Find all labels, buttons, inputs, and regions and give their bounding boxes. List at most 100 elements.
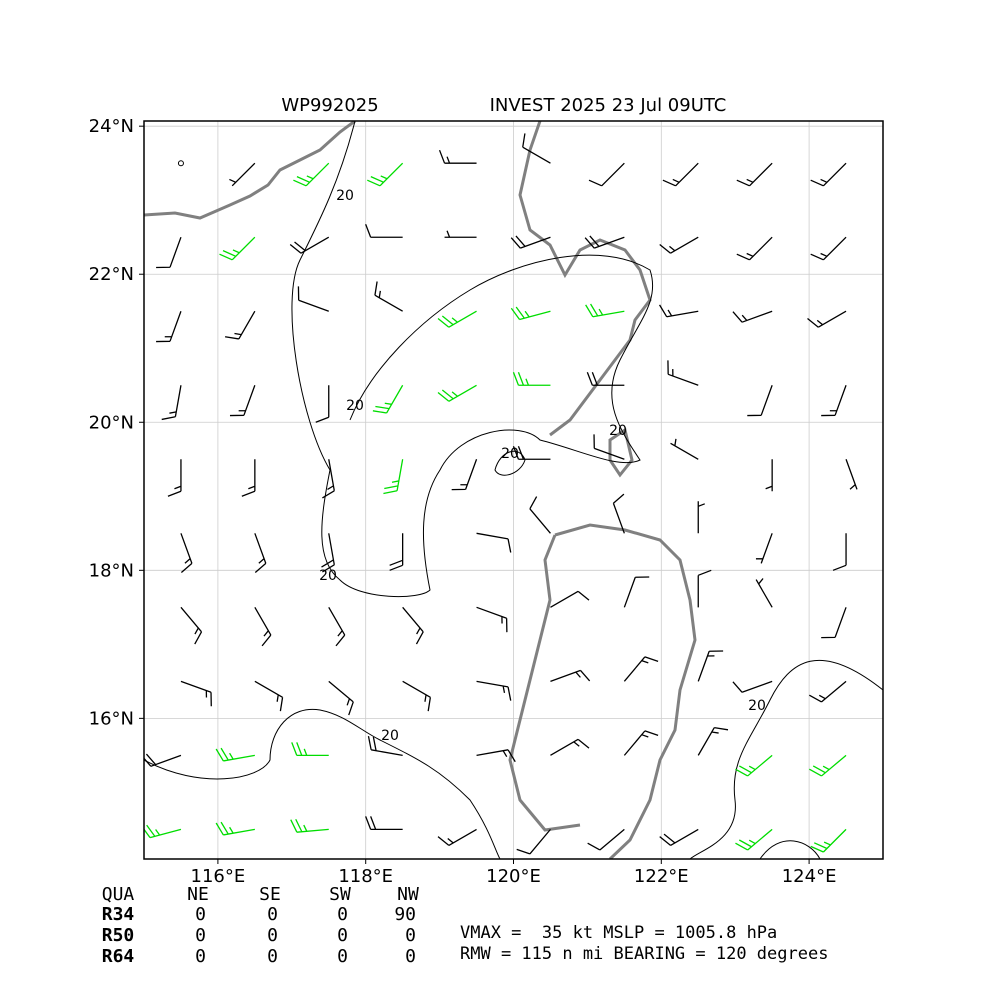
wind-barb	[254, 607, 272, 647]
wind-barb	[670, 438, 699, 460]
barbs	[144, 133, 858, 855]
contour-label: 20	[346, 398, 364, 414]
wind-barb	[529, 496, 551, 534]
title-right: INVEST 2025 23 Jul 09UTC	[490, 95, 727, 116]
wind-barb	[476, 680, 512, 701]
wind-barb	[321, 533, 335, 573]
wind-barb	[451, 459, 478, 491]
wind-barb	[697, 569, 712, 608]
wind-barb	[736, 162, 773, 187]
table-cell: 0	[267, 946, 278, 967]
table-cell: 0	[195, 946, 206, 967]
x-tick-label: 122°E	[634, 866, 689, 887]
contour-label: 20	[609, 423, 627, 439]
wind-barb	[587, 828, 625, 851]
wind-barb	[289, 236, 330, 254]
table-cell: 90	[394, 904, 416, 925]
wind-barb	[367, 162, 404, 187]
table-cell: R34	[102, 904, 135, 925]
wind-barb	[144, 824, 182, 839]
coastlines	[144, 121, 697, 859]
coast-china	[144, 121, 356, 220]
table-cell: 0	[405, 946, 416, 967]
wind-barb	[810, 236, 847, 261]
table-cell: R50	[102, 925, 135, 946]
coast-luzon	[508, 523, 697, 859]
wind-barb	[658, 304, 699, 318]
wind-barb	[821, 385, 847, 417]
contour-label: 20	[501, 446, 519, 462]
wind-barb	[809, 680, 847, 703]
wind-barb	[623, 730, 659, 756]
wind-barb	[584, 235, 625, 249]
y-tick-label: 20°N	[89, 412, 134, 433]
wind-barb	[374, 281, 403, 312]
table-cell: 0	[337, 904, 348, 925]
contour	[144, 708, 501, 859]
x-tick-label: 120°E	[486, 866, 541, 887]
wind-barb	[224, 310, 256, 340]
wind-barb	[809, 754, 847, 777]
wind-barb	[167, 459, 182, 497]
wind-barb	[328, 680, 354, 716]
contour	[494, 450, 526, 476]
wind-barb	[588, 162, 625, 187]
wind-barb	[697, 650, 724, 682]
table-cell: 0	[195, 904, 206, 925]
wind-barb	[180, 606, 203, 645]
wind-barb	[156, 311, 182, 343]
wind-barb	[697, 727, 729, 756]
wind-barb	[512, 446, 551, 460]
title-left: WP992025	[281, 95, 378, 116]
table-cell: 0	[195, 925, 206, 946]
wind-barb	[510, 235, 551, 249]
table-header: NE	[187, 884, 209, 905]
contour-label: 20	[748, 698, 766, 714]
wind-barb	[821, 607, 847, 639]
wind-barb	[291, 742, 329, 757]
y-tick-label: 24°N	[89, 116, 134, 137]
wind-barb	[437, 384, 477, 402]
wind-barb	[593, 434, 625, 460]
wind-barb	[180, 680, 212, 707]
table-cell: R64	[102, 946, 135, 967]
wind-barb	[512, 372, 551, 386]
wind-barb	[476, 606, 508, 633]
wind-barb	[585, 303, 625, 318]
wind-barb	[229, 385, 256, 417]
wind-barb	[229, 162, 256, 187]
table-header: NW	[397, 884, 419, 905]
contour-label: 20	[319, 568, 337, 584]
wind-barb	[293, 162, 330, 187]
calm-marker	[177, 160, 184, 167]
wind-barb	[383, 459, 404, 495]
wind-barb	[144, 753, 182, 767]
wind-barb	[732, 680, 773, 693]
wind-barb	[437, 828, 477, 846]
wind-barb	[365, 223, 403, 238]
wind-barb	[315, 385, 330, 423]
wind-barb	[180, 533, 193, 574]
wind-barb	[832, 533, 847, 571]
info-line: VMAX = 35 kt MSLP = 1005.8 hPa	[460, 923, 777, 943]
table-cell: 0	[405, 925, 416, 946]
coast-taiwan	[518, 121, 652, 437]
contours	[144, 121, 883, 859]
wind-barb	[755, 533, 773, 564]
grid	[144, 121, 883, 859]
wind-barb	[659, 236, 699, 254]
wind-barb	[372, 384, 404, 414]
wind-barb	[810, 828, 847, 853]
wind-barb	[550, 738, 590, 756]
table-cell: 0	[337, 925, 348, 946]
wind-barb	[736, 236, 773, 261]
table-header: QUA	[102, 884, 135, 905]
wind-barb	[437, 310, 477, 328]
table-header: SW	[329, 884, 351, 905]
wind-barb	[662, 162, 699, 187]
contour	[291, 121, 654, 597]
wind-barb	[550, 669, 591, 682]
